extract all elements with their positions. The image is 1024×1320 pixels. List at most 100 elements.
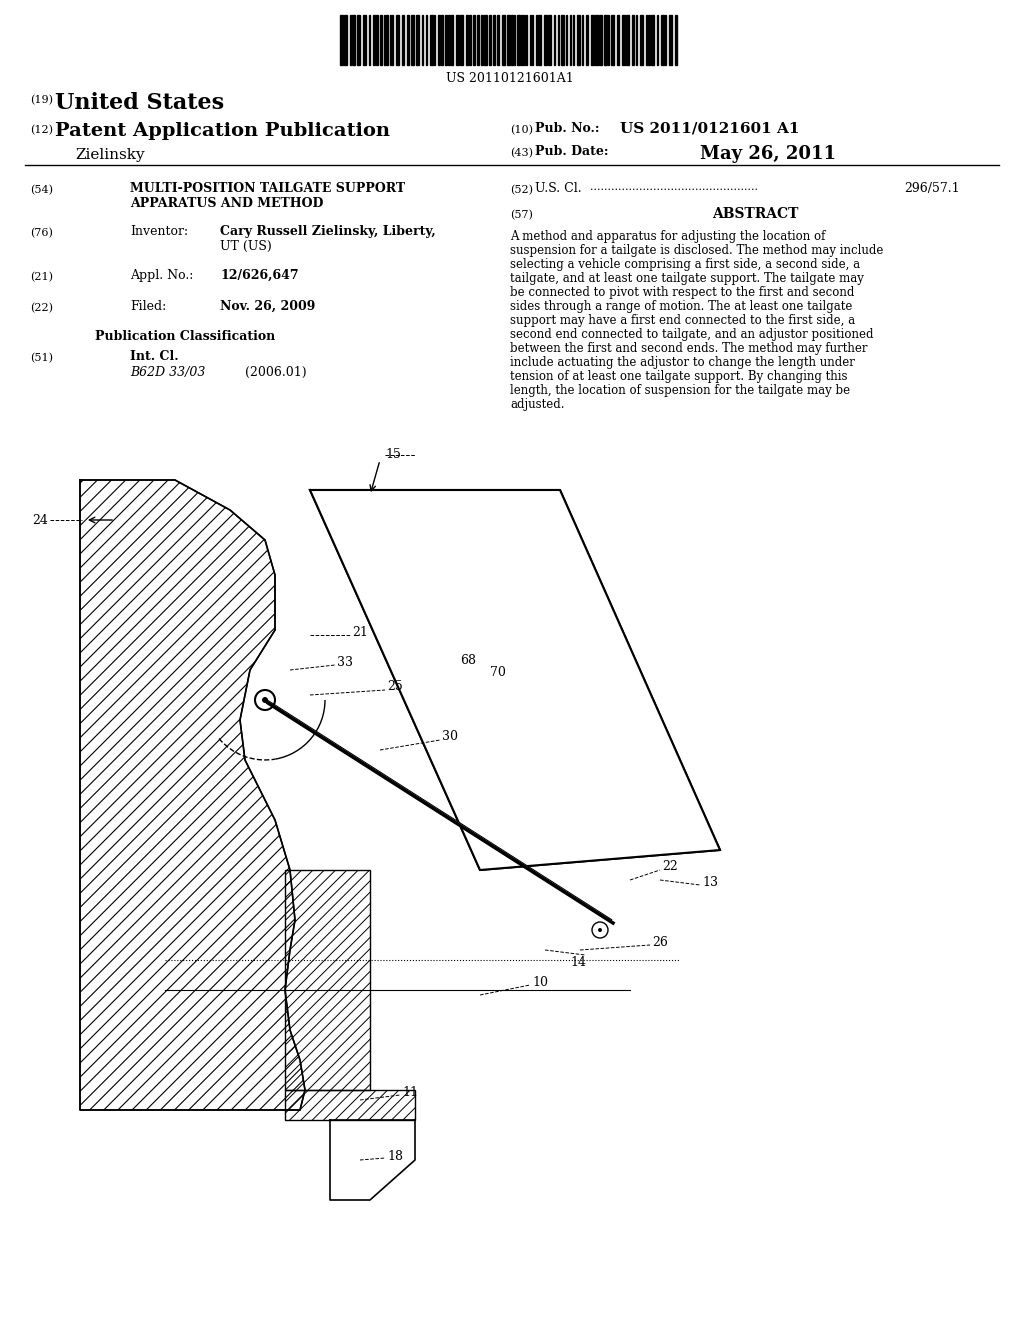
Bar (451, 15, 453, 65)
Bar (376, 15, 378, 65)
Text: US 20110121601A1: US 20110121601A1 (446, 73, 573, 84)
Bar (402, 15, 404, 65)
Bar (502, 15, 505, 65)
Text: US 2011/0121601 A1: US 2011/0121601 A1 (620, 121, 800, 136)
Bar (591, 15, 594, 65)
Text: 25: 25 (387, 681, 402, 693)
Bar (449, 15, 450, 65)
Text: be connected to pivot with respect to the first and second: be connected to pivot with respect to th… (510, 286, 854, 300)
Bar (407, 15, 409, 65)
Text: support may have a first end connected to the first side, a: support may have a first end connected t… (510, 314, 855, 327)
Bar (640, 15, 643, 65)
Bar (622, 15, 625, 65)
Bar (577, 15, 580, 65)
Text: Publication Classification: Publication Classification (95, 330, 275, 343)
Text: Filed:: Filed: (130, 300, 166, 313)
Bar (493, 15, 495, 65)
Bar (586, 15, 588, 65)
Text: (2006.01): (2006.01) (245, 366, 306, 379)
Bar (430, 15, 433, 65)
Text: 296/57.1: 296/57.1 (904, 182, 961, 195)
Text: MULTI-POSITION TAILGATE SUPPORT: MULTI-POSITION TAILGATE SUPPORT (130, 182, 406, 195)
Text: B62D 33/03: B62D 33/03 (130, 366, 206, 379)
Bar (595, 15, 598, 65)
Text: A method and apparatus for adjusting the location of: A method and apparatus for adjusting the… (510, 230, 825, 243)
Bar (484, 15, 487, 65)
Text: tailgate, and at least one tailgate support. The tailgate may: tailgate, and at least one tailgate supp… (510, 272, 864, 285)
Bar (544, 15, 547, 65)
Text: (54): (54) (30, 185, 53, 195)
Bar (521, 15, 523, 65)
Bar (511, 15, 513, 65)
Text: 21: 21 (352, 626, 368, 639)
Text: Pub. No.:: Pub. No.: (535, 121, 599, 135)
Bar (477, 15, 479, 65)
Text: (57): (57) (510, 210, 532, 220)
Text: Patent Application Publication: Patent Application Publication (55, 121, 390, 140)
Bar (416, 15, 419, 65)
Bar (469, 15, 471, 65)
Bar (507, 15, 510, 65)
Text: 26: 26 (652, 936, 668, 949)
Text: (12): (12) (30, 125, 53, 136)
Text: Nov. 26, 2009: Nov. 26, 2009 (220, 300, 315, 313)
Text: (19): (19) (30, 95, 53, 106)
Text: 12/626,647: 12/626,647 (220, 269, 299, 282)
Text: (10): (10) (510, 125, 534, 136)
Bar (386, 15, 388, 65)
Text: second end connected to tailgate, and an adjustor positioned: second end connected to tailgate, and an… (510, 327, 873, 341)
Text: (51): (51) (30, 352, 53, 363)
Text: 15: 15 (385, 449, 400, 462)
Bar (352, 15, 355, 65)
Bar (617, 15, 618, 65)
Text: (21): (21) (30, 272, 53, 282)
Bar (489, 15, 490, 65)
Text: 13: 13 (702, 875, 718, 888)
Bar (411, 15, 414, 65)
Bar (604, 15, 607, 65)
Bar (344, 15, 347, 65)
Text: Appl. No.:: Appl. No.: (130, 269, 194, 282)
Bar (357, 15, 360, 65)
Text: United States: United States (55, 92, 224, 114)
Bar (626, 15, 629, 65)
Text: adjusted.: adjusted. (510, 399, 564, 411)
Bar (561, 15, 564, 65)
Text: Cary Russell Zielinsky, Liberty,: Cary Russell Zielinsky, Liberty, (220, 224, 436, 238)
Bar (651, 15, 654, 65)
Text: ABSTRACT: ABSTRACT (712, 207, 798, 220)
Text: between the first and second ends. The method may further: between the first and second ends. The m… (510, 342, 867, 355)
Bar (662, 15, 664, 65)
Bar (396, 15, 399, 65)
Bar (373, 15, 375, 65)
Bar (648, 15, 650, 65)
Bar (362, 15, 366, 65)
Text: 14: 14 (570, 957, 586, 969)
Text: (22): (22) (30, 304, 53, 313)
Text: 70: 70 (490, 665, 506, 678)
Text: (43): (43) (510, 148, 534, 158)
Text: include actuating the adjustor to change the length under: include actuating the adjustor to change… (510, 356, 855, 370)
Text: 68: 68 (460, 653, 476, 667)
Text: Inventor:: Inventor: (130, 224, 188, 238)
Text: 33: 33 (337, 656, 353, 668)
Bar (538, 15, 541, 65)
Text: 22: 22 (662, 861, 678, 874)
Bar (473, 15, 475, 65)
Circle shape (262, 697, 268, 704)
Bar (611, 15, 614, 65)
Bar (669, 15, 672, 65)
Bar (548, 15, 551, 65)
Text: Pub. Date:: Pub. Date: (535, 145, 608, 158)
Text: 30: 30 (442, 730, 458, 743)
Bar (460, 15, 463, 65)
Text: May 26, 2011: May 26, 2011 (700, 145, 836, 162)
Text: Zielinsky: Zielinsky (75, 148, 144, 162)
Text: ................................................: ........................................… (590, 182, 758, 191)
Bar (438, 15, 440, 65)
Text: 10: 10 (532, 975, 548, 989)
Text: suspension for a tailgate is disclosed. The method may include: suspension for a tailgate is disclosed. … (510, 244, 884, 257)
Bar (340, 15, 343, 65)
Bar (517, 15, 520, 65)
Bar (497, 15, 499, 65)
